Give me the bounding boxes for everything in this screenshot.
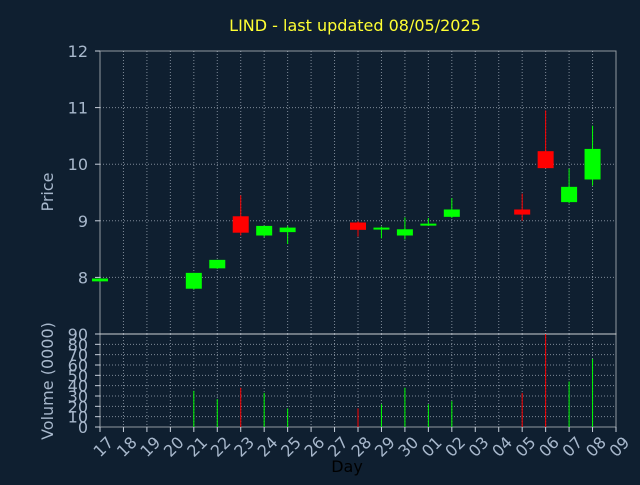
candle-body xyxy=(584,148,601,180)
volume-y-tick-label: 10 xyxy=(68,408,88,427)
volume-y-tick-label: 30 xyxy=(68,387,88,406)
candle-body xyxy=(561,186,578,203)
volume-y-tick-label: 90 xyxy=(68,325,88,344)
candle-body xyxy=(420,223,437,226)
candle-body xyxy=(209,259,226,269)
candle-body xyxy=(443,209,460,217)
price-y-tick-label: 9 xyxy=(78,212,88,231)
candle-body xyxy=(350,222,366,230)
volume-y-tick-label: 50 xyxy=(68,366,88,385)
price-y-tick-label: 10 xyxy=(68,155,88,174)
candle-body xyxy=(92,278,108,282)
volume-y-axis-label: Volume (0000) xyxy=(38,322,57,440)
x-tick-label: 09 xyxy=(605,433,633,461)
candle-body xyxy=(232,216,249,233)
volume-y-tick-label: 80 xyxy=(68,335,88,354)
price-y-tick-label: 8 xyxy=(78,268,88,287)
volume-y-tick-label: 70 xyxy=(68,346,88,365)
price-y-axis-label: Price xyxy=(38,172,57,211)
volume-y-tick-label: 0 xyxy=(78,418,88,437)
candle-body xyxy=(514,209,531,215)
volume-y-tick-label: 40 xyxy=(68,377,88,396)
chart-title: LIND - last updated 08/05/2025 xyxy=(229,16,481,35)
candle-body xyxy=(537,151,554,169)
candle-body xyxy=(396,229,413,236)
x-axis-label: Day xyxy=(331,457,363,476)
price-y-tick-label: 12 xyxy=(68,42,88,61)
volume-y-tick-label: 20 xyxy=(68,397,88,416)
candle-body xyxy=(373,227,390,230)
price-y-tick-label: 11 xyxy=(68,99,88,118)
candle-body xyxy=(185,272,202,289)
volume-y-tick-label: 60 xyxy=(68,356,88,375)
candle-body xyxy=(279,227,296,233)
candle-body xyxy=(256,225,273,236)
